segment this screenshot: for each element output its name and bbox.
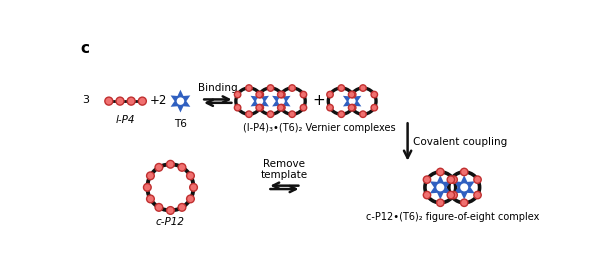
Circle shape <box>423 176 431 183</box>
Circle shape <box>338 111 344 117</box>
Circle shape <box>167 160 174 168</box>
Polygon shape <box>272 91 290 112</box>
Text: +: + <box>312 93 325 108</box>
Circle shape <box>300 105 307 111</box>
Text: c-P12•(T6)₂ figure-of-eight complex: c-P12•(T6)₂ figure-of-eight complex <box>365 212 539 222</box>
Circle shape <box>143 183 151 191</box>
Circle shape <box>178 203 186 211</box>
Circle shape <box>349 105 356 111</box>
Circle shape <box>327 91 333 98</box>
Circle shape <box>167 207 174 214</box>
Text: l-P4: l-P4 <box>116 115 136 125</box>
Circle shape <box>256 98 263 105</box>
Circle shape <box>474 176 481 183</box>
Text: Remove
template: Remove template <box>261 159 308 180</box>
Circle shape <box>268 85 274 91</box>
Circle shape <box>235 105 241 111</box>
Circle shape <box>349 91 356 98</box>
Circle shape <box>349 98 356 105</box>
Text: c: c <box>80 41 89 56</box>
Text: Covalent coupling: Covalent coupling <box>413 137 507 147</box>
Polygon shape <box>454 175 475 200</box>
Circle shape <box>289 111 295 117</box>
Circle shape <box>360 85 366 91</box>
Circle shape <box>256 105 262 111</box>
Circle shape <box>450 176 457 183</box>
Circle shape <box>256 91 262 98</box>
Circle shape <box>437 199 444 207</box>
Circle shape <box>278 105 285 111</box>
Circle shape <box>278 91 285 98</box>
Circle shape <box>360 111 366 117</box>
Circle shape <box>447 191 455 199</box>
Circle shape <box>257 105 263 111</box>
Circle shape <box>437 168 444 176</box>
Circle shape <box>278 98 285 105</box>
Text: 3: 3 <box>83 95 89 105</box>
Circle shape <box>460 183 468 191</box>
Circle shape <box>257 91 263 98</box>
Circle shape <box>176 97 184 105</box>
Circle shape <box>246 111 252 117</box>
Circle shape <box>235 91 241 98</box>
Circle shape <box>278 91 284 98</box>
Circle shape <box>146 172 154 180</box>
Circle shape <box>474 191 481 199</box>
Polygon shape <box>170 90 190 113</box>
Circle shape <box>146 195 154 203</box>
Text: (l-P4)₃•(T6)₂ Vernier complexes: (l-P4)₃•(T6)₂ Vernier complexes <box>243 123 395 133</box>
Circle shape <box>155 203 163 211</box>
Circle shape <box>178 163 186 171</box>
Polygon shape <box>343 91 361 112</box>
Circle shape <box>139 97 146 105</box>
Text: Binding: Binding <box>198 83 238 93</box>
Circle shape <box>460 168 468 176</box>
Circle shape <box>338 85 344 91</box>
Circle shape <box>450 191 457 199</box>
Polygon shape <box>430 175 451 200</box>
Circle shape <box>460 199 468 207</box>
Circle shape <box>187 195 194 203</box>
Circle shape <box>371 105 377 111</box>
Circle shape <box>349 91 355 98</box>
Circle shape <box>436 183 445 191</box>
Polygon shape <box>251 91 269 112</box>
Circle shape <box>423 191 431 199</box>
Circle shape <box>127 97 135 105</box>
Text: c-P12: c-P12 <box>156 217 185 227</box>
Circle shape <box>246 85 252 91</box>
Circle shape <box>371 91 377 98</box>
Text: +2: +2 <box>150 94 167 107</box>
Circle shape <box>268 111 274 117</box>
Circle shape <box>105 97 113 105</box>
Circle shape <box>187 172 194 180</box>
Circle shape <box>447 176 455 183</box>
Circle shape <box>190 183 197 191</box>
Circle shape <box>327 105 333 111</box>
Circle shape <box>289 85 295 91</box>
Circle shape <box>300 91 307 98</box>
Circle shape <box>155 163 163 171</box>
Circle shape <box>116 97 124 105</box>
Circle shape <box>349 105 355 111</box>
Circle shape <box>278 105 284 111</box>
Text: T6: T6 <box>174 119 187 129</box>
